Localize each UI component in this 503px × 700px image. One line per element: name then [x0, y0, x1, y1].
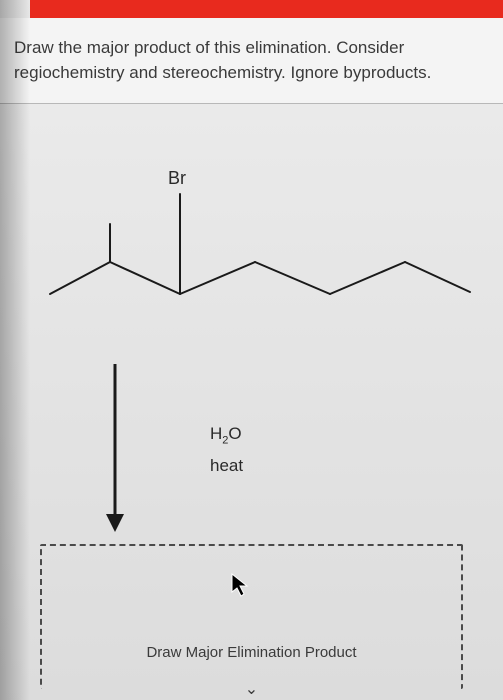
reagent-line-1: H2O — [210, 424, 242, 446]
header-red-bar — [30, 0, 503, 18]
cursor-icon — [230, 572, 250, 598]
product-drop-zone[interactable] — [40, 544, 463, 689]
drop-zone-label: Draw Major Elimination Product — [0, 644, 503, 661]
reagent-line-2: heat — [210, 456, 243, 476]
drawing-canvas: Br H2O heat Draw Major Elimination Produ… — [0, 104, 503, 700]
chevron-down-icon: ⌄ — [245, 679, 258, 699]
question-screenshot: Draw the major product of this eliminati… — [0, 0, 503, 700]
prompt-text: Draw the major product of this eliminati… — [14, 36, 489, 85]
prompt-band: Draw the major product of this eliminati… — [0, 18, 503, 104]
reaction-arrow-icon — [100, 364, 130, 534]
starting-material-structure — [40, 184, 480, 314]
